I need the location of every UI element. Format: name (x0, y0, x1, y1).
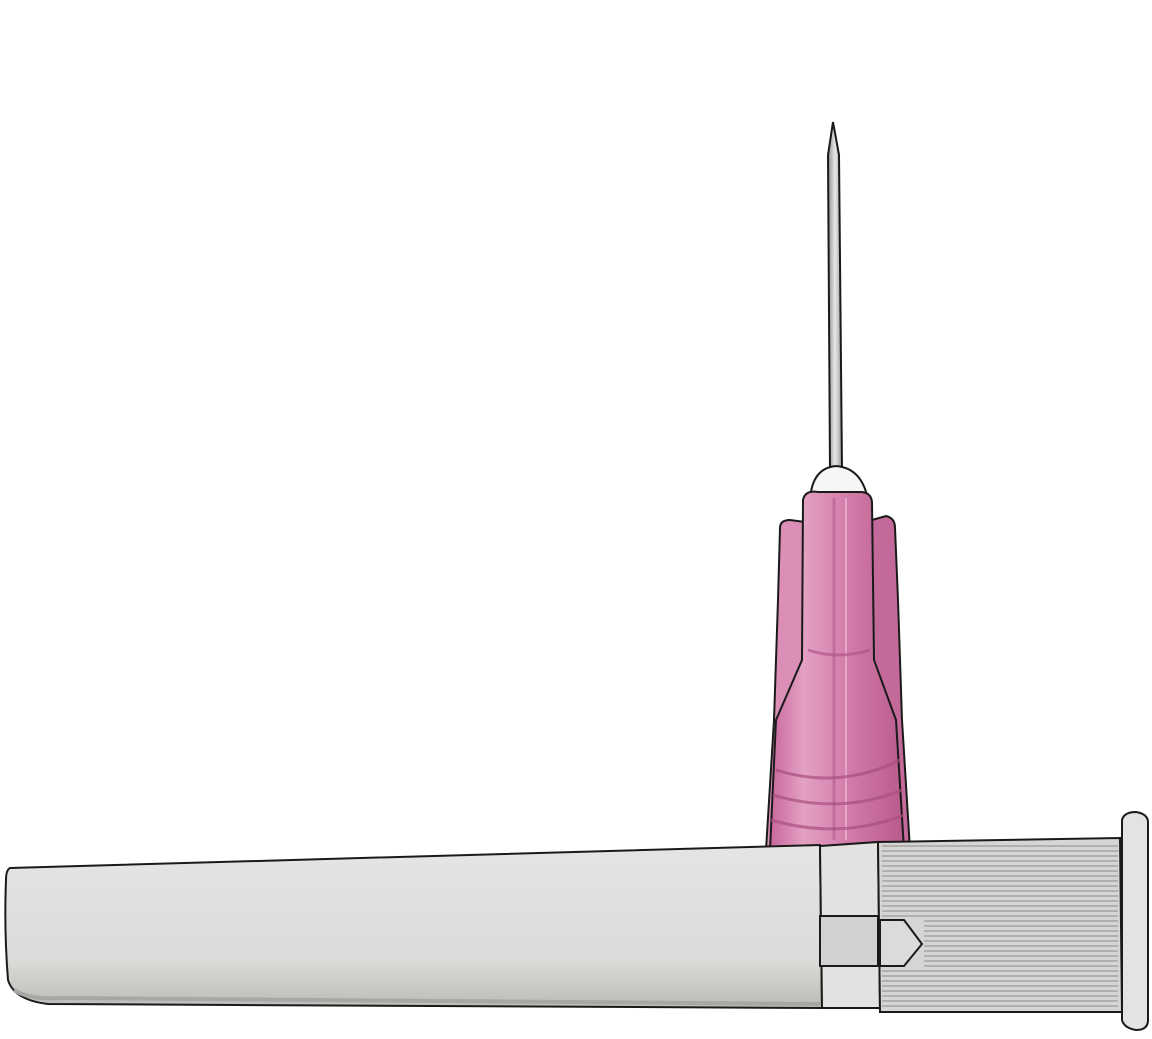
needle-hub (764, 464, 912, 851)
cap-grip-ribs (882, 845, 1118, 1007)
needle-shaft (826, 121, 844, 471)
